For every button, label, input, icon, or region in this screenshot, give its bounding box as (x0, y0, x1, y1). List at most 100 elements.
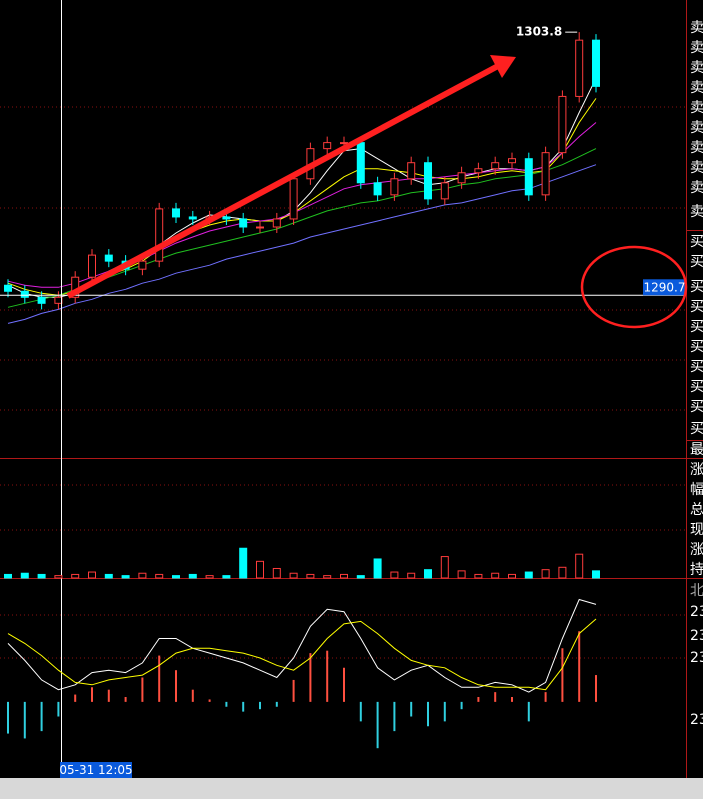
volume-bar (188, 573, 197, 579)
candle-body (491, 162, 500, 170)
volume-bar (306, 573, 315, 579)
side-label: 卖 (690, 20, 703, 36)
candle-body (524, 158, 533, 196)
side-label: 买 (690, 299, 703, 315)
candle-body (356, 142, 365, 184)
side-label: 23 (690, 604, 703, 620)
volume-bar (37, 573, 46, 579)
volume-bar (424, 569, 432, 579)
volume-bar (340, 573, 348, 579)
annotation-circle (580, 245, 688, 329)
candle-body (340, 142, 348, 145)
candle-body (474, 168, 483, 174)
volume-bar (356, 575, 365, 579)
panel-borders (0, 0, 703, 778)
moving-average-line (7, 164, 597, 324)
side-label: 卖 (690, 60, 703, 76)
volume-bar (71, 573, 80, 579)
candle-body (592, 39, 600, 87)
volume-bar (256, 560, 264, 579)
side-label: 23 (690, 650, 703, 666)
volume-bar (88, 571, 96, 579)
candle-body (390, 178, 399, 196)
volume-bar (4, 573, 12, 579)
volume-bar (524, 571, 533, 579)
candle-body (20, 290, 29, 298)
volume-bar (239, 547, 248, 579)
side-label: 持 (690, 562, 703, 578)
volume-bar (323, 575, 332, 579)
arrow-head (490, 55, 516, 78)
side-label: 买 (690, 379, 703, 395)
volume-bar (491, 572, 500, 579)
volume-bar (541, 569, 550, 579)
candle-body (88, 254, 96, 278)
crosshair-time-box (60, 762, 132, 778)
volume-bar (104, 573, 113, 579)
side-label: 现 (690, 522, 703, 538)
side-label: 买 (690, 254, 703, 270)
candle-body (323, 142, 332, 150)
side-label: 总 (690, 502, 703, 518)
candle-body (457, 172, 466, 184)
candle-body (4, 284, 12, 292)
volume-bar (222, 575, 231, 579)
crosshair-price-box (643, 279, 686, 296)
volume-bar (508, 573, 516, 579)
volume-bar (575, 553, 584, 579)
candle-body (256, 226, 264, 229)
macd-dif-line (7, 598, 597, 693)
volume-bar (474, 573, 483, 579)
side-label: 涨 (690, 542, 703, 558)
side-label: 23 (690, 628, 703, 644)
side-label: 买 (690, 399, 703, 415)
side-label: 卖 (690, 180, 703, 196)
side-label: 卖 (690, 80, 703, 96)
volume-bar (20, 572, 29, 579)
candle-body (424, 162, 432, 200)
side-label: 卖 (690, 140, 703, 156)
volume-bar (373, 558, 382, 579)
volume-bar (457, 570, 466, 579)
volume-bar (272, 567, 281, 579)
candle-body (104, 254, 113, 262)
volume-bar (155, 573, 164, 579)
volume-bar (592, 570, 600, 579)
volume-bar (138, 572, 147, 579)
volume-bar (440, 556, 449, 579)
volume-bar (289, 572, 298, 579)
macd-dea-line (7, 618, 597, 691)
volume-bar (407, 572, 416, 579)
moving-average-line (7, 122, 597, 288)
volume-bar (205, 575, 214, 579)
side-label: 买 (690, 234, 703, 250)
volume-bar (54, 575, 63, 579)
side-label: 北 (690, 583, 703, 599)
candle-body (155, 208, 164, 262)
crosshair-time-label: 05-31 12:05 (59, 763, 132, 777)
candle-body (508, 158, 516, 164)
side-label: 涨 (690, 462, 703, 478)
side-label: 卖 (690, 100, 703, 116)
annotation-arrow (66, 55, 516, 299)
crosshair-price-label: 1290.7 (644, 280, 686, 294)
candle-body (222, 216, 231, 220)
side-label: 买 (690, 421, 703, 437)
side-label: 最 (690, 442, 703, 458)
candle-body (272, 218, 281, 228)
side-panel: 卖卖卖卖卖卖卖卖卖卖买买买买买买买买买买最涨幅总现涨持北23232323 (690, 20, 703, 728)
volume-bar (121, 575, 130, 579)
side-label: 卖 (690, 40, 703, 56)
volume-bar (172, 575, 180, 579)
candle-body (188, 216, 197, 220)
side-label: 买 (690, 279, 703, 295)
candle-body (440, 182, 449, 200)
candle-body (575, 39, 584, 97)
candle-body (54, 296, 63, 304)
candle-body (407, 162, 416, 180)
candle-body (289, 178, 298, 220)
candle-body (373, 182, 382, 196)
status-bar (0, 778, 703, 799)
